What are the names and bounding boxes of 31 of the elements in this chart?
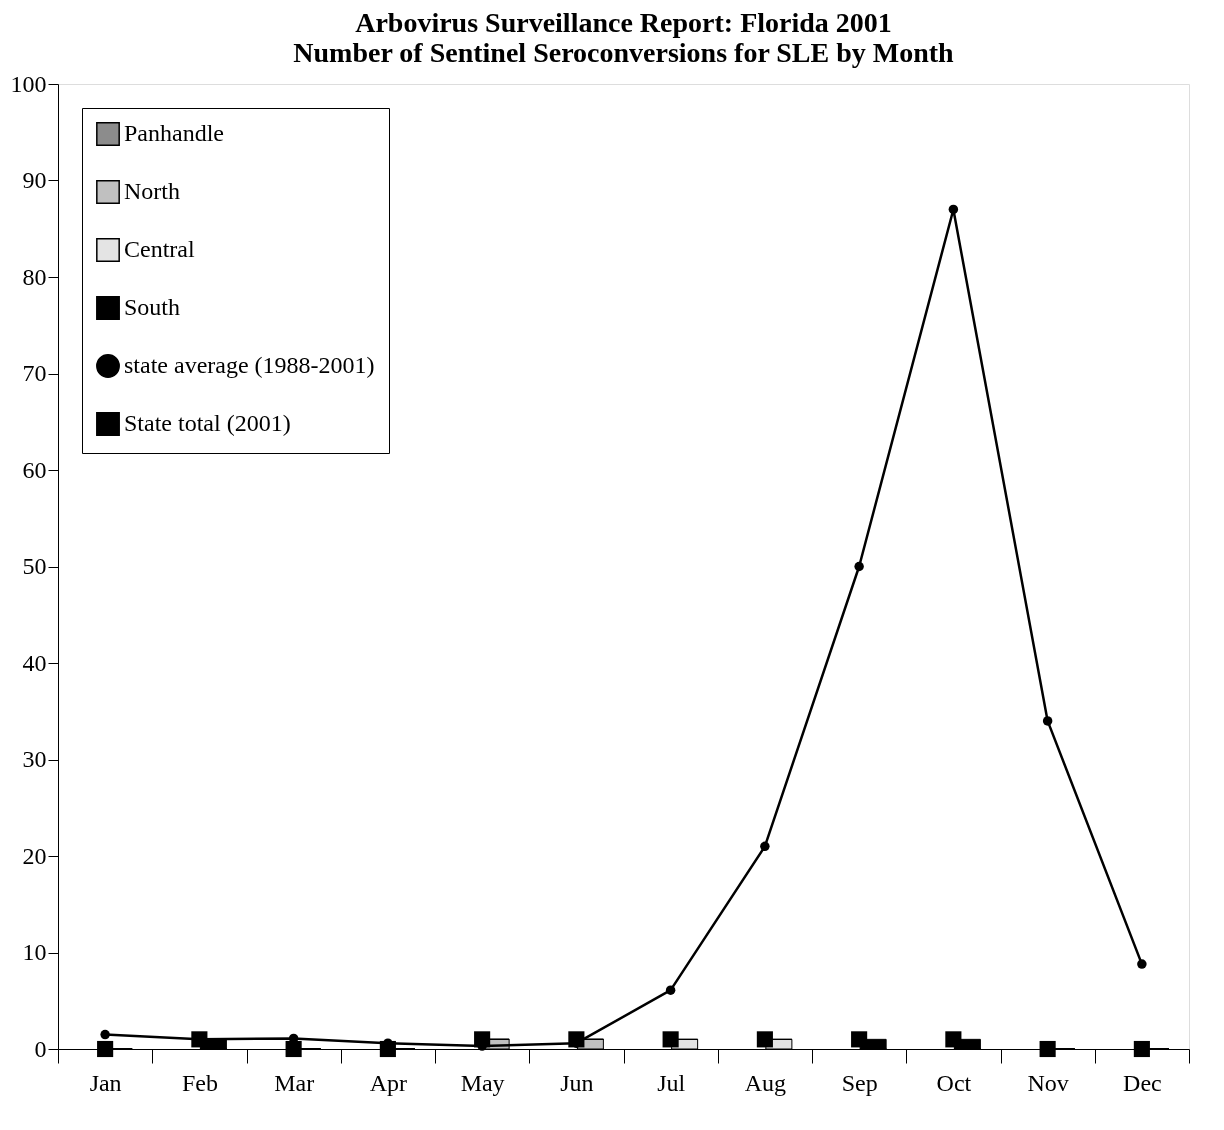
y-tick-label: 30 [22, 746, 47, 772]
x-tick-label: Nov [1027, 1069, 1069, 1096]
x-tick-label: Apr [369, 1069, 408, 1096]
y-tick-label: 10 [22, 939, 47, 965]
y-tick-label: 100 [10, 70, 47, 97]
x-tick-label: Oct [936, 1069, 972, 1096]
y-tick-label: 90 [22, 167, 47, 193]
text: Arbovirus Surveillance Report: Florida 2001 [355, 7, 892, 38]
text: Number of Sentinel Seroconversions for SLE by Month [293, 37, 954, 68]
y-tick-label: 40 [22, 649, 47, 676]
legend-label: South [124, 294, 181, 320]
legend-label: Panhandle [124, 120, 224, 146]
x-tick-label: Sep [841, 1069, 878, 1096]
legend-label: North [124, 178, 180, 204]
y-tick-label: 50 [22, 553, 47, 579]
y-tick-label: 70 [22, 360, 47, 386]
y-tick-label: 20 [22, 842, 47, 869]
x-tick-label: Jun [560, 1069, 594, 1096]
y-tick-label: 80 [22, 263, 47, 290]
x-tick-label: Jan [89, 1069, 122, 1096]
legend-label: State total (2001) [124, 410, 291, 436]
x-tick-label: Aug [744, 1069, 787, 1096]
x-tick-label: Mar [274, 1069, 315, 1096]
legend-label: Central [124, 236, 195, 262]
x-tick-label: May [460, 1069, 505, 1096]
x-tick-label: Dec [1123, 1069, 1162, 1096]
x-tick-label: Feb [181, 1069, 218, 1096]
x-tick-label: Jul [657, 1069, 686, 1096]
y-tick-label: 0 [34, 1035, 47, 1062]
legend-label: state average (1988-2001) [124, 352, 375, 378]
y-tick-label: 60 [22, 456, 47, 483]
